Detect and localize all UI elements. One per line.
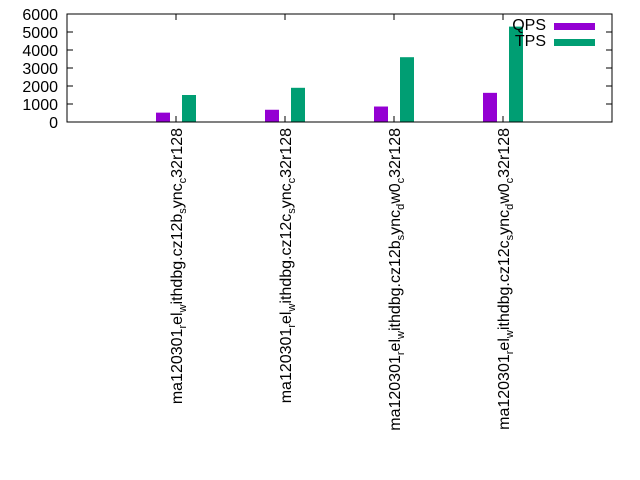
- bar-tps-4: [509, 26, 523, 123]
- x-tick-label: ma120301relwithdbg.cz12bsyncc32r128: [169, 128, 189, 404]
- legend: QPS TPS: [512, 17, 595, 50]
- x-tick-label: ma120301relwithdbg.cz12bsyncdw0c32r128: [387, 128, 407, 431]
- bar-qps-3: [374, 106, 388, 122]
- y-tick-label: 1000: [22, 97, 58, 114]
- bar-qps-4: [483, 92, 497, 122]
- y-tick-label: 2000: [22, 79, 58, 96]
- y-tick-label: 4000: [22, 43, 58, 60]
- y-tick-label: 5000: [22, 25, 58, 42]
- legend-swatch-qps: [554, 23, 595, 30]
- bar-tps-2: [291, 87, 305, 122]
- x-tick-label: ma120301relwithdbg.cz12csyncc32r128: [278, 128, 298, 403]
- bars-layer: [156, 26, 523, 123]
- x-axis: ma120301relwithdbg.cz12bsyncc32r128 ma120…: [169, 14, 516, 431]
- legend-label-qps: QPS: [512, 17, 546, 34]
- bar-tps-1: [182, 95, 196, 122]
- y-tick-label: 3000: [22, 61, 58, 78]
- x-tick-label: ma120301relwithdbg.cz12csyncdw0c32r128: [496, 128, 516, 430]
- bar-qps-2: [265, 109, 279, 122]
- legend-swatch-tps: [554, 39, 595, 46]
- bar-tps-3: [400, 57, 414, 123]
- y-tick-label: 6000: [22, 7, 58, 24]
- bar-qps-1: [156, 112, 170, 122]
- y-tick-label: 0: [49, 115, 58, 132]
- legend-label-tps: TPS: [515, 33, 546, 50]
